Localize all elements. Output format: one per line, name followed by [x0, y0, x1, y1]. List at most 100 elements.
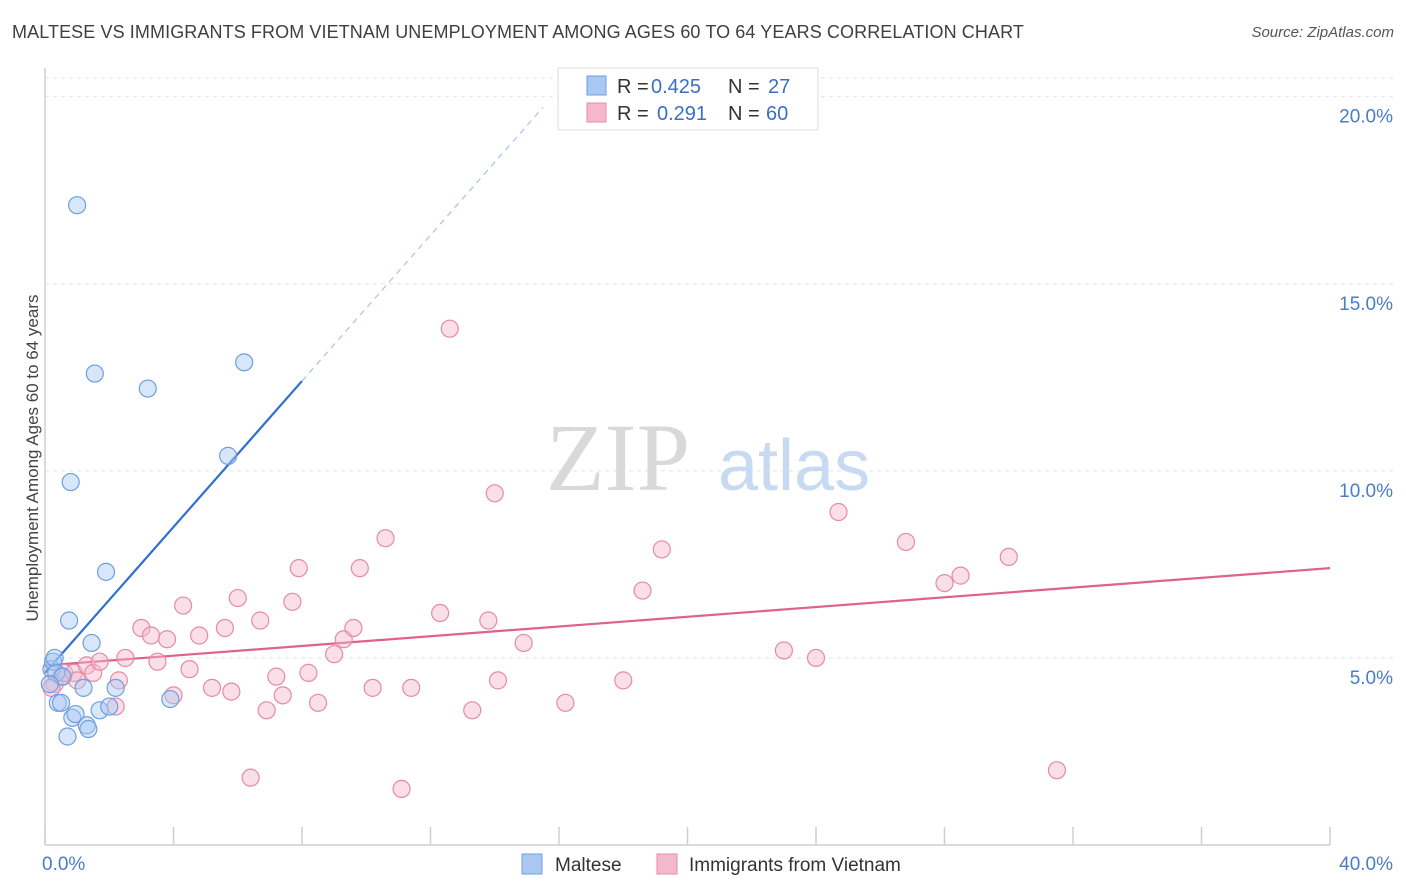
- point-vietnam: [514, 633, 533, 653]
- point-vietnam: [267, 667, 286, 686]
- legend-n-value-maltese: 27: [768, 76, 790, 98]
- point-maltese: [106, 678, 125, 697]
- point-maltese: [61, 472, 80, 492]
- bottom-legend-swatch-maltese: [521, 853, 543, 875]
- point-maltese: [58, 727, 77, 746]
- point-vietnam: [485, 484, 504, 503]
- point-vietnam: [251, 611, 270, 630]
- point-maltese: [59, 611, 79, 630]
- y-tick-label: 10.0%: [1339, 481, 1393, 502]
- point-vietnam: [556, 693, 575, 712]
- point-vietnam: [951, 566, 970, 585]
- point-maltese: [100, 697, 119, 716]
- legend-r-label-vietnam: R =: [617, 103, 649, 125]
- point-vietnam: [402, 678, 421, 697]
- trend-lines: [44, 107, 1331, 674]
- point-vietnam: [614, 671, 633, 690]
- y-tick-label: 20.0%: [1339, 107, 1393, 128]
- point-vietnam: [202, 678, 222, 697]
- point-vietnam: [308, 693, 328, 712]
- axes: [44, 68, 1331, 846]
- point-maltese: [90, 701, 109, 720]
- legend-n-label-maltese: N =: [728, 76, 760, 98]
- point-maltese: [45, 648, 64, 668]
- point-vietnam: [68, 671, 87, 690]
- point-maltese: [85, 364, 104, 383]
- x-tick-label-min: 0.0%: [42, 854, 85, 875]
- chart-title: MALTESE VS IMMIGRANTS FROM VIETNAM UNEMP…: [12, 22, 1024, 42]
- watermark-zip: ZIP: [546, 404, 690, 511]
- chart-source: Source: ZipAtlas.com: [1251, 24, 1394, 41]
- point-vietnam: [806, 648, 826, 668]
- legend-n-label-vietnam: N =: [728, 103, 760, 125]
- point-maltese: [138, 379, 157, 398]
- point-vietnam: [376, 529, 395, 548]
- point-vietnam: [1047, 761, 1067, 780]
- point-vietnam: [283, 592, 302, 611]
- y-tick-label: 5.0%: [1350, 668, 1393, 689]
- point-vietnam: [116, 648, 135, 668]
- point-maltese: [235, 353, 254, 372]
- point-vietnam: [431, 603, 450, 623]
- point-maltese: [68, 196, 87, 215]
- point-vietnam: [157, 630, 177, 649]
- point-vietnam: [325, 645, 344, 664]
- point-vietnam: [132, 618, 151, 638]
- bottom-legend-label-vietnam: Immigrants from Vietnam: [689, 855, 901, 876]
- bottom-legend-swatch-vietnam: [656, 853, 678, 875]
- point-vietnam: [999, 547, 1018, 567]
- point-vietnam: [174, 596, 193, 615]
- point-maltese: [79, 719, 98, 739]
- trend-line-maltese-extension: [301, 107, 544, 382]
- point-vietnam: [180, 660, 199, 679]
- y-tick-label: 15.0%: [1339, 294, 1393, 315]
- point-vietnam: [299, 663, 318, 682]
- point-maltese: [161, 689, 180, 709]
- watermark-atlas: atlas: [718, 426, 870, 506]
- trend-line-maltese: [44, 380, 303, 674]
- y-axis-label: Unemployment Among Ages 60 to 64 years: [23, 295, 42, 622]
- point-vietnam: [289, 559, 308, 578]
- point-vietnam: [350, 559, 369, 578]
- x-tick-label-max: 40.0%: [1339, 854, 1393, 875]
- legend-r-value-maltese: 0.425: [651, 76, 701, 98]
- watermark: ZIP atlas: [546, 404, 870, 511]
- point-maltese: [51, 693, 71, 712]
- point-vietnam: [463, 701, 482, 720]
- trend-line-vietnam: [44, 567, 1331, 667]
- point-vietnam: [774, 641, 793, 660]
- legend-swatch-vietnam: [586, 102, 607, 123]
- point-vietnam: [652, 540, 671, 559]
- bottom-legend-label-maltese: Maltese: [555, 855, 622, 876]
- point-vietnam: [241, 768, 260, 787]
- point-vietnam: [829, 502, 848, 522]
- point-vietnam: [190, 626, 209, 645]
- point-vietnam: [392, 779, 411, 798]
- point-vietnam: [363, 678, 382, 697]
- point-vietnam: [84, 663, 103, 682]
- point-vietnam: [215, 618, 234, 638]
- point-maltese: [74, 678, 93, 697]
- point-maltese: [219, 446, 238, 465]
- point-maltese: [66, 704, 85, 724]
- point-vietnam: [896, 532, 916, 552]
- point-vietnam: [141, 626, 161, 645]
- point-vietnam: [222, 682, 241, 701]
- series-legend: Maltese Immigrants from Vietnam: [521, 853, 901, 876]
- point-vietnam: [228, 588, 247, 608]
- point-maltese: [96, 562, 116, 581]
- point-vietnam: [257, 701, 276, 720]
- point-vietnam: [633, 581, 652, 600]
- legend-swatch-maltese: [586, 75, 607, 96]
- point-vietnam: [479, 611, 498, 630]
- point-vietnam: [935, 573, 954, 593]
- legend-r-value-vietnam: 0.291: [657, 103, 707, 125]
- point-vietnam: [273, 686, 292, 705]
- point-vietnam: [488, 671, 508, 690]
- point-vietnam: [148, 652, 167, 671]
- point-vietnam: [344, 618, 363, 638]
- point-maltese: [82, 633, 101, 653]
- legend-n-value-vietnam: 60: [766, 103, 788, 125]
- tick-labels: 5.0% 10.0% 15.0% 20.0% 0.0% 40.0%: [42, 107, 1393, 875]
